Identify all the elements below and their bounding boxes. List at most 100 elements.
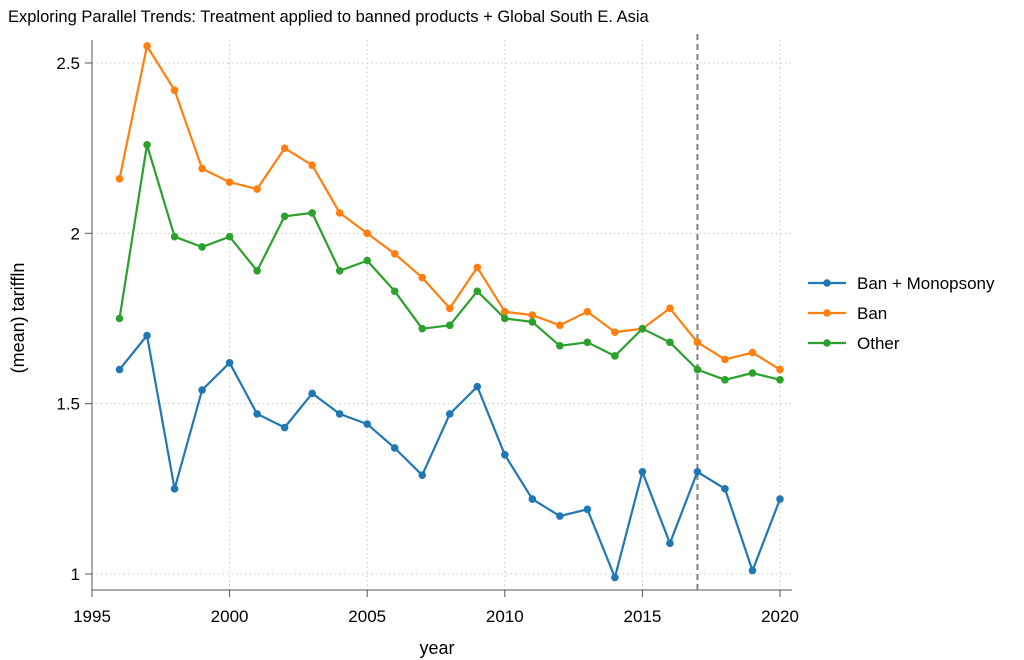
data-point-ban-monopsony <box>776 495 784 503</box>
data-point-ban <box>115 175 124 183</box>
data-point-ban <box>611 328 619 336</box>
data-point-ban <box>445 304 454 313</box>
series-line-ban-monopsony <box>118 334 782 579</box>
data-point-ban-monopsony <box>583 505 592 514</box>
data-point-ban <box>308 161 316 169</box>
data-point-ban-monopsony <box>170 485 179 493</box>
y-tick-label: 2 <box>71 224 80 243</box>
data-point-ban <box>528 311 537 319</box>
data-point-other <box>638 324 647 333</box>
series-other <box>115 140 784 384</box>
data-point-ban-monopsony <box>748 566 757 575</box>
data-point-other <box>308 209 316 217</box>
legend-item-other: Other <box>808 334 900 353</box>
data-point-ban-monopsony <box>253 410 261 418</box>
y-axis-title: (mean) tariffln <box>8 263 28 374</box>
data-point-other <box>776 376 784 384</box>
data-point-other <box>280 212 289 221</box>
data-point-ban <box>253 185 261 193</box>
data-point-other <box>473 287 482 296</box>
data-point-ban <box>501 307 509 316</box>
data-point-other <box>253 267 261 275</box>
data-point-other <box>198 243 206 251</box>
x-tick-label: 2005 <box>348 607 386 626</box>
x-tick-label: 2020 <box>761 607 799 626</box>
data-point-other <box>583 338 592 347</box>
data-point-ban-monopsony <box>556 512 564 520</box>
data-point-other <box>363 256 372 265</box>
axes: 1 1.5 2 2.5 1995 2000 2005 2010 2015 2020 <box>56 40 799 626</box>
data-point-ban <box>280 144 289 152</box>
series-layer <box>115 42 784 582</box>
data-point-other <box>335 267 344 275</box>
data-point-other <box>390 287 399 296</box>
data-point-ban <box>666 304 674 313</box>
x-tick-label: 2000 <box>211 607 249 626</box>
series-line-other <box>118 143 781 381</box>
series-ban <box>115 42 784 374</box>
data-point-ban-monopsony <box>390 444 399 452</box>
data-point-ban <box>583 307 592 316</box>
data-point-other <box>170 232 179 241</box>
data-point-ban-monopsony <box>198 386 206 394</box>
data-point-other <box>143 140 151 149</box>
data-point-ban-monopsony <box>418 471 427 480</box>
data-point-other <box>666 338 674 347</box>
legend-label: Ban + Monopsony <box>857 274 995 293</box>
y-tick-label: 1 <box>71 565 80 584</box>
data-point-other <box>445 321 454 330</box>
data-point-ban <box>335 209 344 217</box>
y-tick-label: 1.5 <box>56 395 80 414</box>
data-point-ban <box>363 229 372 238</box>
data-point-ban <box>170 86 179 95</box>
data-point-ban-monopsony <box>693 468 702 476</box>
data-point-other <box>748 369 757 377</box>
legend-swatch-marker <box>823 279 831 287</box>
data-point-ban-monopsony <box>638 468 647 476</box>
x-axis-title: year <box>419 638 454 658</box>
data-point-ban <box>198 164 206 173</box>
data-point-other <box>693 365 702 374</box>
data-point-ban-monopsony <box>308 389 316 398</box>
data-point-ban <box>225 178 234 187</box>
data-point-ban <box>776 365 784 374</box>
data-point-ban <box>693 338 702 347</box>
data-point-other <box>501 314 509 323</box>
legend: Ban + Monopsony Ban Other <box>808 274 995 353</box>
series-ban-monopsony <box>115 331 784 582</box>
legend-swatch-marker <box>823 309 831 317</box>
data-point-ban <box>390 249 399 258</box>
data-point-ban <box>721 355 729 364</box>
data-point-ban-monopsony <box>115 365 124 374</box>
data-point-other <box>611 352 619 360</box>
series-line-ban <box>118 44 781 371</box>
data-point-ban <box>556 321 564 330</box>
data-point-ban <box>143 42 151 50</box>
data-point-ban-monopsony <box>335 410 344 418</box>
grid-lines <box>91 40 792 590</box>
data-point-ban-monopsony <box>225 358 234 367</box>
data-point-ban <box>748 348 757 357</box>
x-tick-label: 2010 <box>486 607 524 626</box>
data-point-ban <box>473 263 482 272</box>
x-tick-label: 1995 <box>73 607 111 626</box>
legend-label: Ban <box>857 304 887 323</box>
chart-title: Exploring Parallel Trends: Treatment app… <box>8 8 650 26</box>
legend-swatch-marker <box>823 339 831 347</box>
data-point-other <box>115 314 124 323</box>
data-point-ban-monopsony <box>528 495 537 503</box>
data-point-other <box>225 232 234 241</box>
data-point-ban-monopsony <box>501 450 509 459</box>
data-point-ban-monopsony <box>143 331 151 340</box>
data-point-ban-monopsony <box>611 573 619 582</box>
data-point-other <box>418 324 427 333</box>
data-point-ban-monopsony <box>363 420 372 428</box>
legend-item-ban: Ban <box>808 304 887 323</box>
data-point-ban-monopsony <box>721 485 729 493</box>
data-point-ban-monopsony <box>445 410 454 418</box>
data-point-other <box>556 341 564 350</box>
y-tick-label: 2.5 <box>56 54 80 73</box>
data-point-other <box>721 376 729 384</box>
data-point-ban <box>418 273 427 282</box>
